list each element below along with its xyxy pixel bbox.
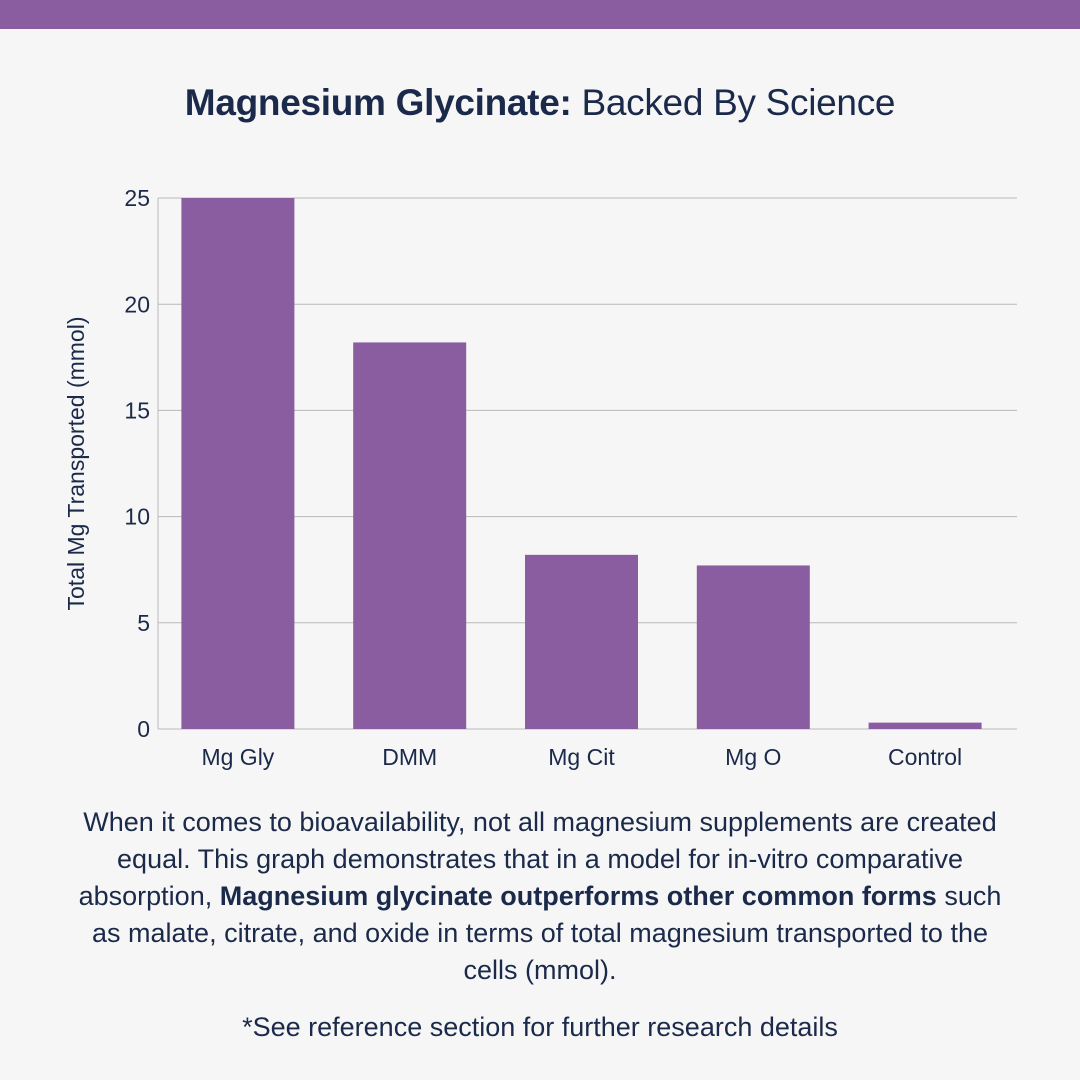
x-tick-label: Mg O bbox=[725, 744, 781, 770]
y-tick-label: 10 bbox=[124, 504, 150, 530]
description-text-2: such as malate, citrate, and oxide in te… bbox=[92, 881, 1002, 985]
description-text-1: When it comes to bioavailability, not al… bbox=[78, 807, 997, 911]
y-axis-label: Total Mg Transported (mmol) bbox=[63, 317, 89, 611]
bar bbox=[696, 565, 810, 729]
chart-description: When it comes to bioavailability, not al… bbox=[70, 804, 1010, 989]
bar bbox=[868, 722, 982, 729]
bar bbox=[525, 554, 638, 729]
x-tick-label: Mg Cit bbox=[548, 744, 615, 770]
y-tick-label: 5 bbox=[137, 610, 150, 636]
bar bbox=[353, 342, 467, 729]
title-bold-part: Magnesium Glycinate: bbox=[184, 82, 572, 123]
description-highlight: Magnesium glycinate outperforms other co… bbox=[219, 881, 937, 911]
x-tick-label: DMM bbox=[382, 744, 437, 770]
x-tick-label: Control bbox=[888, 744, 962, 770]
page-title: Magnesium Glycinate: Backed By Science bbox=[0, 82, 1080, 124]
title-regular-part: Backed By Science bbox=[571, 82, 896, 123]
top-accent-band bbox=[0, 0, 1080, 29]
y-tick-label: 0 bbox=[137, 716, 150, 742]
reference-footnote: *See reference section for further resea… bbox=[242, 1012, 838, 1042]
bar-chart: 0 5 10 15 20 25 Total Mg Transported (mmol) Mg … bbox=[63, 185, 1017, 770]
bar bbox=[181, 198, 295, 729]
x-tick-label: Mg Gly bbox=[201, 744, 274, 770]
y-tick-label: 25 bbox=[124, 185, 150, 211]
y-tick-label: 20 bbox=[124, 291, 150, 317]
y-tick-label: 15 bbox=[124, 397, 150, 423]
